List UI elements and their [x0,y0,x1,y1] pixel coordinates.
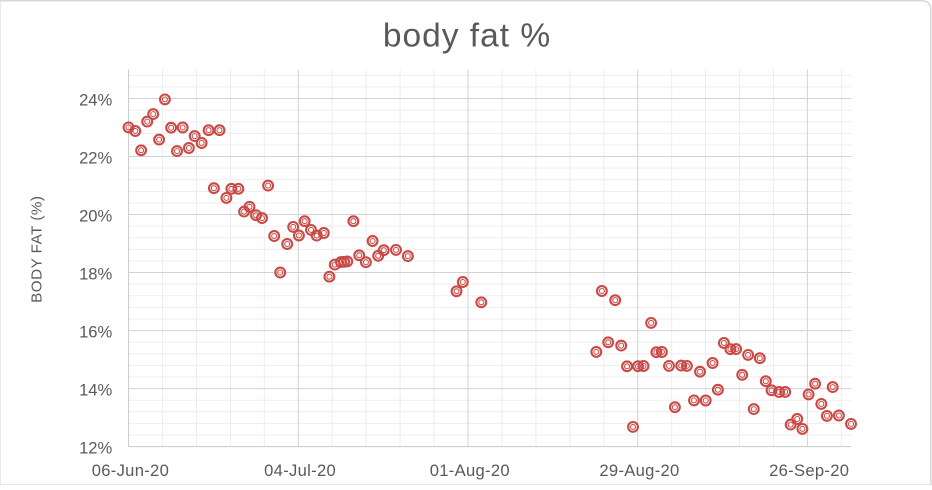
svg-text:14%: 14% [79,381,112,400]
svg-text:20%: 20% [79,207,112,226]
svg-text:24%: 24% [79,91,112,110]
svg-text:body fat %: body fat % [383,18,551,55]
svg-text:16%: 16% [79,323,112,342]
svg-text:22%: 22% [79,149,112,168]
svg-text:06-Jun-20: 06-Jun-20 [92,461,169,480]
svg-text:29-Aug-20: 29-Aug-20 [599,461,679,480]
svg-text:26-Sep-20: 26-Sep-20 [769,461,849,480]
svg-text:01-Aug-20: 01-Aug-20 [430,461,510,480]
svg-text:18%: 18% [79,265,112,284]
svg-text:04-Jul-20: 04-Jul-20 [264,461,336,480]
svg-text:12%: 12% [79,439,112,458]
svg-text:BODY FAT (%): BODY FAT (%) [29,196,46,303]
